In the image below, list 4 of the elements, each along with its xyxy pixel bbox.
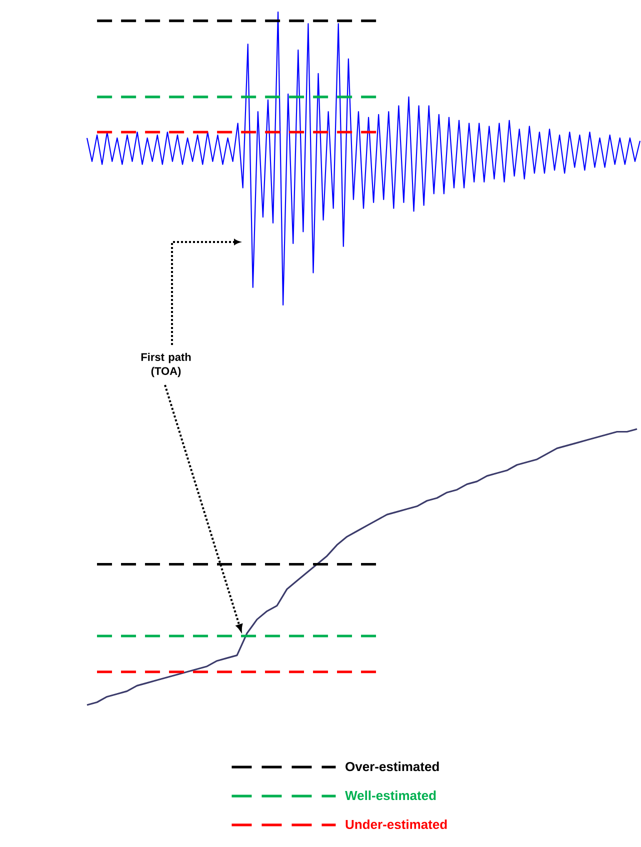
text: Well-estimated bbox=[345, 790, 436, 800]
text: Over-estimated bbox=[346, 762, 439, 772]
text: First path (TOA) bbox=[141, 352, 191, 378]
text: Under-estimated bbox=[346, 819, 447, 830]
